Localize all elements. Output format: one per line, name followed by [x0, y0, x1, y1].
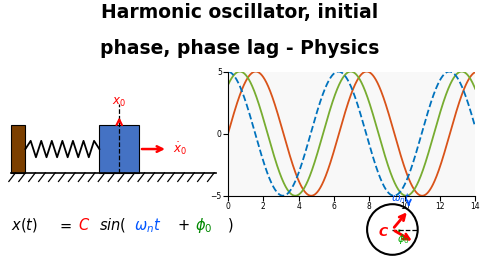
Text: Harmonic oscillator, initial: Harmonic oscillator, initial: [101, 3, 379, 22]
Text: phase, phase lag - Physics: phase, phase lag - Physics: [100, 39, 380, 58]
Text: C: C: [378, 226, 387, 239]
Text: $=$: $=$: [57, 218, 72, 233]
Text: $\omega_n t$: $\omega_n t$: [134, 216, 162, 235]
Bar: [99, 125, 139, 173]
Text: $\omega_n t$: $\omega_n t$: [391, 191, 411, 205]
Text: $x_0$: $x_0$: [112, 96, 126, 109]
Text: $\dot{x}_0$: $\dot{x}_0$: [173, 141, 187, 157]
Text: $C$: $C$: [78, 217, 90, 234]
Bar: [11, 125, 25, 173]
Text: $+$: $+$: [177, 218, 190, 233]
Text: $x(t)$: $x(t)$: [11, 217, 37, 234]
Text: $\phi_0$: $\phi_0$: [195, 216, 213, 235]
Text: $\phi_0$: $\phi_0$: [396, 232, 409, 246]
Text: $sin($: $sin($: [98, 217, 126, 234]
Text: $)$: $)$: [227, 217, 233, 234]
